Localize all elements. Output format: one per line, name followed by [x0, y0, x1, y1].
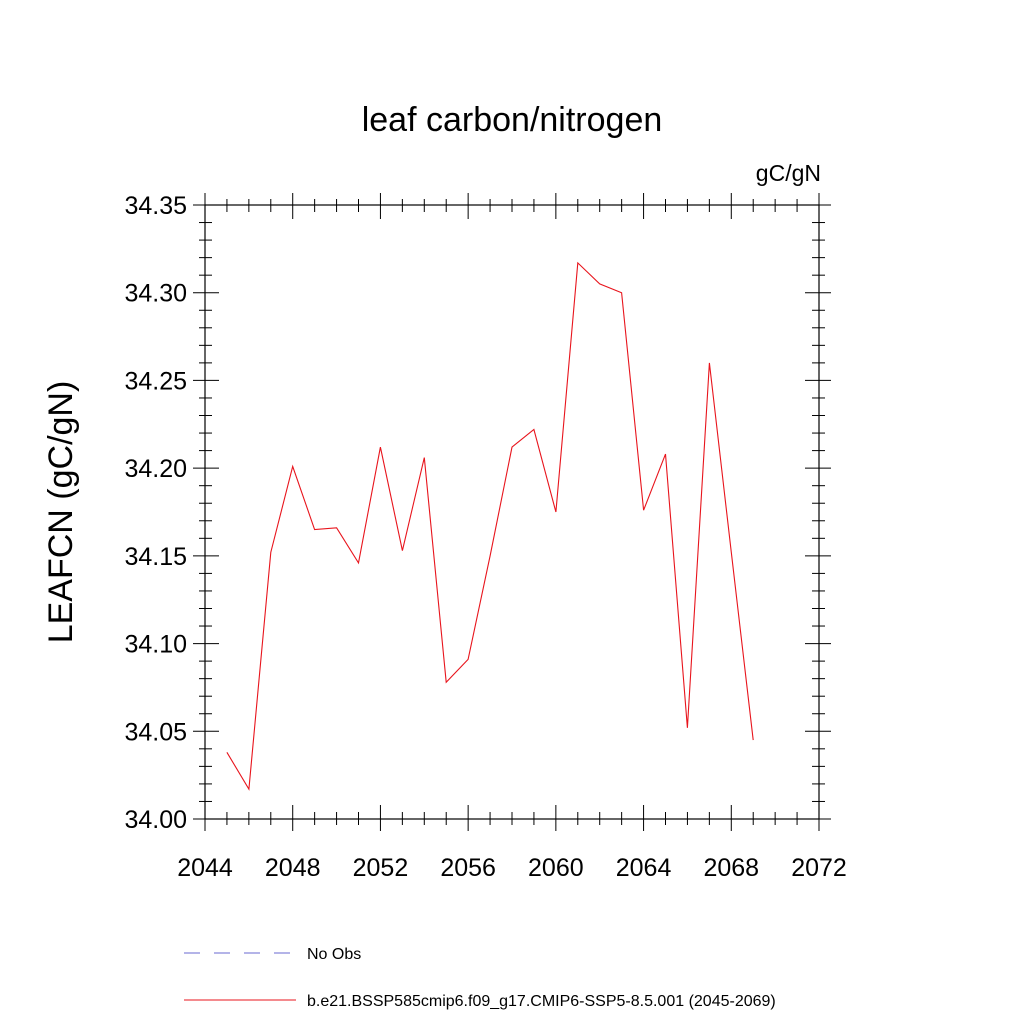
units-label: gC/gN: [756, 160, 821, 186]
x-tick-label: 2052: [353, 854, 409, 882]
legend-label: No Obs: [307, 946, 361, 963]
x-tick-label: 2048: [265, 854, 321, 882]
y-tick-label: 34.10: [124, 631, 187, 659]
y-tick-label: 34.20: [124, 455, 187, 483]
y-axis-label: LEAFCN (gC/gN): [42, 381, 80, 644]
y-tick-label: 34.05: [124, 718, 187, 746]
x-tick-label: 2044: [177, 854, 233, 882]
y-tick-label: 34.30: [124, 280, 187, 308]
y-tick-label: 34.15: [124, 543, 187, 571]
x-tick-label: 2060: [528, 854, 584, 882]
y-tick-label: 34.25: [124, 367, 187, 395]
series-line: [226, 261, 754, 791]
legend-label: b.e21.BSSP585cmip6.f09_g17.CMIP6-SSP5-8.…: [307, 993, 776, 1010]
axis-tick-labels: 2044 2048 2052 2056 2060 2064 2068 2072 34.00 34.…: [124, 192, 846, 882]
chart-title: leaf carbon/nitrogen: [362, 101, 663, 139]
axis-ticks: [193, 193, 831, 831]
series-layer: [226, 261, 754, 791]
x-tick-label: 2072: [791, 854, 847, 882]
x-tick-label: 2068: [703, 854, 759, 882]
x-tick-label: 2064: [616, 854, 672, 882]
y-tick-label: 34.35: [124, 192, 187, 220]
x-tick-label: 2056: [440, 854, 496, 882]
legend: No Obs b.e21.BSSP585cmip6.f09_g17.CMIP6-S…: [184, 946, 776, 1010]
y-tick-label: 34.00: [124, 806, 187, 834]
